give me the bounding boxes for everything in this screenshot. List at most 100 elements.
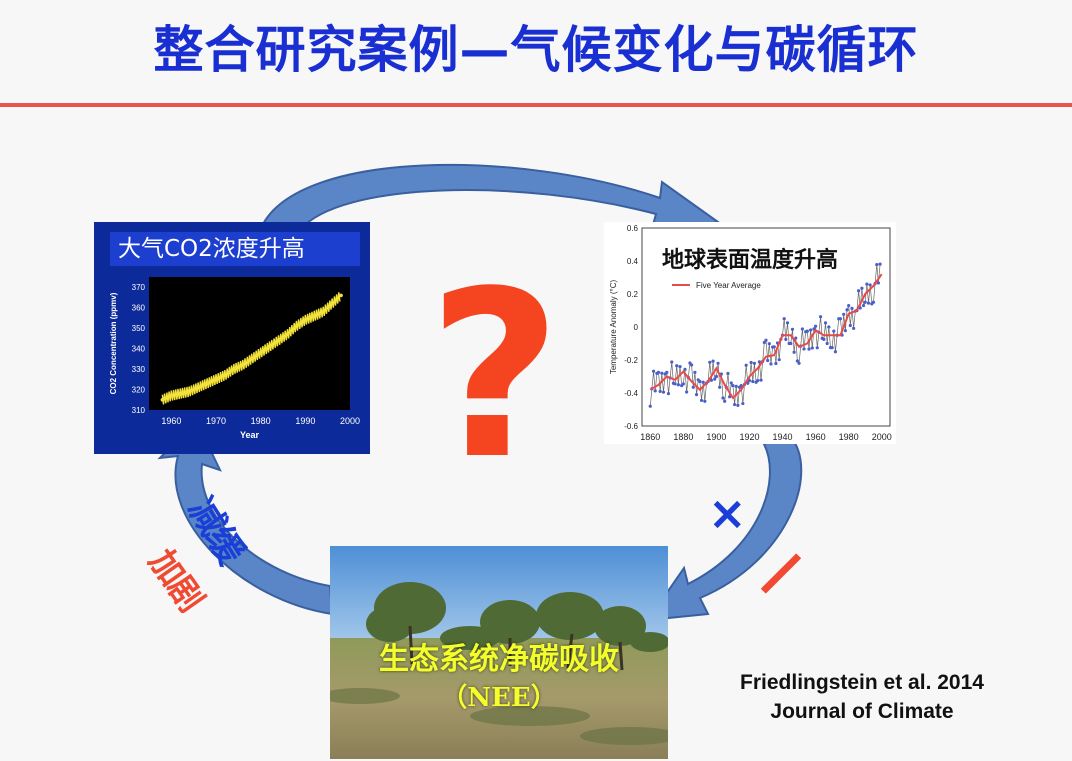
temp-data-point bbox=[822, 337, 826, 341]
temp-data-point bbox=[746, 381, 750, 385]
co2-y-tick-label: 310 bbox=[132, 406, 146, 415]
temp-data-point bbox=[875, 263, 879, 267]
co2-y-tick-label: 340 bbox=[132, 345, 146, 354]
temp-data-point bbox=[721, 396, 725, 400]
temp-data-point bbox=[847, 303, 851, 308]
temp-data-point bbox=[772, 345, 776, 349]
temp-data-point bbox=[777, 358, 781, 362]
temp-data-point bbox=[789, 341, 793, 346]
temp-data-point bbox=[656, 370, 661, 374]
co2-x-tick-label: 2000 bbox=[340, 416, 360, 426]
temp-y-tick-label: -0.4 bbox=[624, 389, 638, 398]
temp-data-point bbox=[878, 262, 882, 266]
temp-data-point bbox=[825, 341, 829, 346]
co2-x-tick-label: 1990 bbox=[295, 416, 315, 426]
temp-data-point bbox=[658, 389, 662, 393]
temp-data-point bbox=[830, 346, 834, 350]
co2-panel: 大气CO2浓度升高 1960 1970 1980 1990 2000 310 320 330 3… bbox=[94, 222, 370, 454]
temp-x-tick-label: 1860 bbox=[640, 432, 660, 442]
temp-data-point bbox=[728, 395, 732, 399]
co2-data-point bbox=[214, 377, 218, 382]
slide-title: 整合研究案例—气候变化与碳循环 bbox=[153, 21, 919, 79]
co2-data-point bbox=[267, 344, 272, 349]
co2-data-point bbox=[258, 350, 263, 355]
temp-data-point bbox=[767, 342, 771, 346]
co2-data-point bbox=[339, 293, 343, 298]
temp-y-tick-label: -0.6 bbox=[624, 422, 638, 431]
temp-data-point bbox=[752, 361, 757, 365]
temp-data-point bbox=[741, 401, 745, 406]
co2-data-point bbox=[321, 309, 325, 314]
co2-data-point bbox=[223, 373, 227, 378]
temp-data-point bbox=[845, 308, 849, 312]
temp-data-point bbox=[856, 289, 861, 293]
temp-data-point bbox=[690, 363, 694, 367]
temp-data-point bbox=[762, 340, 766, 345]
temp-data-point bbox=[814, 324, 818, 328]
temp-y-tick-label: 0.6 bbox=[627, 224, 639, 233]
temp-data-point bbox=[734, 384, 738, 388]
co2-data-point bbox=[232, 367, 236, 371]
temp-data-point bbox=[666, 392, 671, 396]
co2-y-tick-label: 350 bbox=[132, 324, 146, 333]
temp-y-tick-label: 0.2 bbox=[627, 290, 639, 299]
ecosystem-panel: 生态系统净碳吸收 （NEE） bbox=[330, 546, 668, 759]
temp-data-point bbox=[676, 383, 680, 387]
temp-data-point bbox=[660, 371, 664, 375]
temp-data-point bbox=[678, 365, 682, 369]
temp-data-point bbox=[685, 390, 689, 394]
temp-average-line bbox=[649, 273, 883, 400]
temp-data-point bbox=[866, 301, 871, 305]
temp-data-point bbox=[708, 360, 712, 364]
temp-x-tick-label: 1940 bbox=[773, 432, 793, 442]
ecosystem-panel-subtitle: （NEE） bbox=[441, 683, 557, 713]
co2-y-tick-label: 360 bbox=[132, 304, 146, 313]
temperature-panel-title: 地球表面温度升高 bbox=[662, 248, 839, 273]
temp-data-point bbox=[764, 338, 768, 342]
co2-data-point bbox=[196, 385, 200, 390]
citation-journal: Journal of Climate bbox=[770, 700, 954, 723]
temp-data-point bbox=[842, 312, 846, 316]
co2-data-point bbox=[178, 391, 183, 396]
temp-data-point bbox=[751, 379, 755, 384]
temp-data-point bbox=[809, 328, 813, 332]
temp-x-tick-label: 1900 bbox=[706, 432, 726, 442]
temp-data-point bbox=[810, 346, 814, 350]
temp-data-point bbox=[701, 380, 705, 384]
temp-data-point bbox=[711, 359, 715, 363]
co2-y-tick-label: 330 bbox=[132, 365, 146, 374]
temp-x-tick-label: 1960 bbox=[806, 432, 826, 442]
temp-data-point bbox=[795, 359, 800, 363]
temp-data-point bbox=[848, 323, 852, 328]
temp-data-point bbox=[868, 283, 872, 287]
co2-x-tick-label: 1970 bbox=[206, 416, 226, 426]
temp-data-point bbox=[693, 370, 697, 374]
co2-y-tick-label: 370 bbox=[132, 283, 146, 292]
temp-x-tick-label: 1880 bbox=[673, 432, 693, 442]
temp-data-point bbox=[860, 286, 864, 290]
co2-data-point bbox=[294, 324, 299, 328]
co2-y-axis-label: CO2 Concentration (ppmv) bbox=[109, 292, 118, 394]
co2-plot-area bbox=[149, 277, 350, 410]
temp-data-point bbox=[713, 377, 717, 381]
question-mark: ? bbox=[428, 243, 562, 510]
co2-data-point bbox=[312, 314, 317, 318]
temp-data-point bbox=[815, 346, 819, 350]
temp-data-point bbox=[833, 350, 838, 354]
temp-x-tick-label: 1920 bbox=[739, 432, 759, 442]
temp-data-point bbox=[691, 385, 695, 389]
temp-data-point bbox=[683, 367, 687, 372]
temp-data-point bbox=[782, 317, 786, 321]
temp-data-point bbox=[802, 347, 806, 351]
times-symbol: × bbox=[708, 486, 747, 540]
temp-data-point bbox=[823, 321, 828, 325]
temp-y-tick-label: -0.2 bbox=[624, 356, 638, 365]
temp-data-point bbox=[681, 382, 685, 386]
temp-data-point bbox=[703, 399, 707, 403]
temp-data-point bbox=[749, 360, 753, 365]
temp-data-point bbox=[670, 360, 674, 364]
temp-data-point bbox=[665, 370, 669, 374]
co2-data-point bbox=[241, 363, 245, 367]
co2-data-point bbox=[330, 301, 334, 306]
co2-chart: 1960 1970 1980 1990 2000 310 320 330 340 350 360 37… bbox=[109, 277, 360, 440]
